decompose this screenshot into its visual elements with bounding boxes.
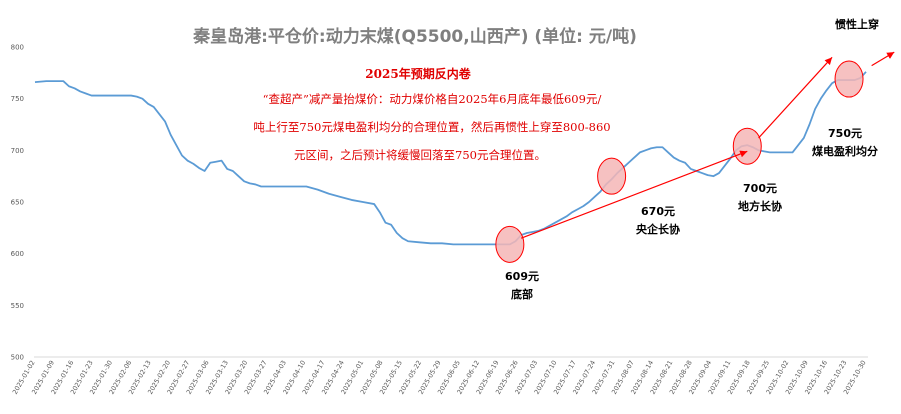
trend-arrow — [520, 150, 748, 239]
y-tick-label: 800 — [11, 44, 24, 52]
arrows-layer — [520, 51, 895, 239]
annotation-label: 地方长协 — [738, 199, 782, 213]
annotation-label: 750元 — [828, 127, 862, 140]
y-tick-label: 650 — [11, 199, 24, 207]
y-tick-label: 550 — [11, 302, 24, 310]
note-line-1: “查超产”减产量抬煤价：动力煤价格自2025年6月底年最低609元/ — [263, 92, 602, 106]
y-axis: 500 550 600 650 700 750 800 — [11, 44, 24, 362]
note-line-2: 吨上行至750元煤电盈利均分的合理位置，然后再惯性上穿至800-860 — [253, 120, 610, 134]
highlight-circle — [495, 225, 525, 263]
annotation-label: 底部 — [511, 287, 533, 301]
annotation-label: 煤电盈利均分 — [812, 144, 878, 158]
annotation-label: 670元 — [641, 205, 675, 218]
y-tick-label: 600 — [11, 250, 24, 258]
annotation-label: 惯性上穿 — [835, 17, 879, 31]
note-title: 2025年预期反内卷 — [365, 66, 471, 81]
note-line-3: 元区间，之后预计将缓慢回落至750元合理位置。 — [294, 148, 546, 162]
highlight-circle — [732, 127, 762, 165]
highlight-circle — [597, 157, 627, 195]
annotation-label: 央企长协 — [636, 222, 680, 236]
trend-arrow — [758, 56, 833, 139]
x-axis: 2025-01-022025-01-092025-01-162025-01-23… — [11, 359, 868, 396]
y-tick-label: 750 — [11, 95, 24, 103]
note-box: 2025年预期反内卷 “查超产”减产量抬煤价：动力煤价格自2025年6月底年最低… — [253, 66, 610, 162]
highlight-circle — [834, 60, 864, 98]
annotation-label: 700元 — [743, 182, 777, 195]
trend-arrow — [871, 51, 895, 67]
annotation-label: 609元 — [505, 270, 539, 283]
y-tick-label: 500 — [11, 354, 24, 362]
y-tick-label: 700 — [11, 147, 24, 155]
circles-layer — [495, 60, 864, 263]
chart-title: 秦皇岛港:平仓价:动力末煤(Q5500,山西产) (单位: 元/吨) — [193, 26, 637, 47]
